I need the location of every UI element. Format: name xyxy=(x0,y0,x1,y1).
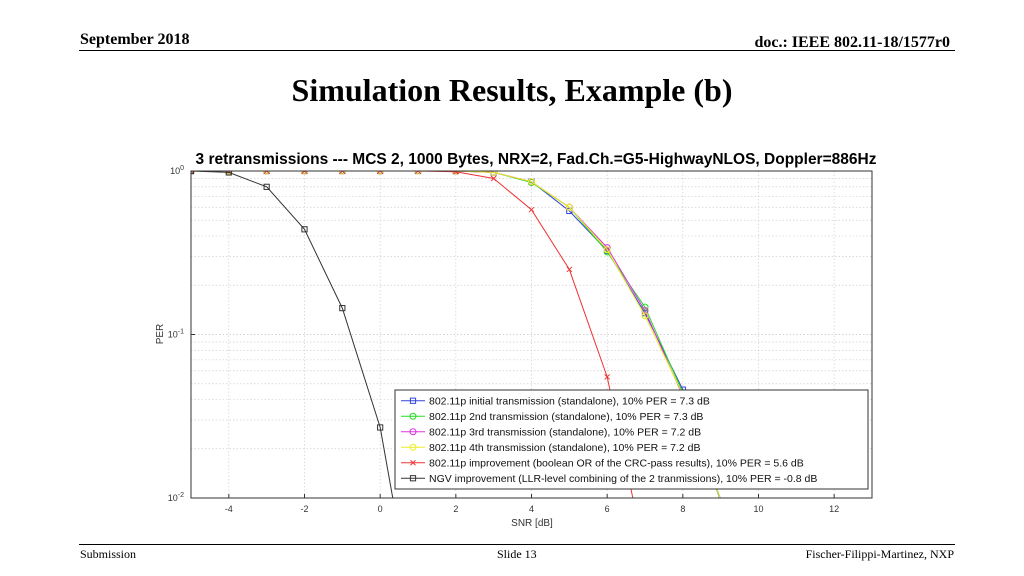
series-5-point xyxy=(566,266,573,273)
footer-divider xyxy=(79,544,955,545)
plot-frame xyxy=(190,170,873,499)
legend-marker xyxy=(410,459,416,466)
legend-marker xyxy=(409,397,417,404)
legend-marker xyxy=(409,443,417,451)
y-tick-label: 100 xyxy=(170,165,184,176)
x-tick-label: 12 xyxy=(829,504,839,514)
x-tick-label: 8 xyxy=(680,504,685,514)
legend-entry: 802.11p 3rd transmission (standalone), 1… xyxy=(429,426,701,438)
series-5-point xyxy=(263,171,270,174)
chart-legend: 802.11p initial transmission (standalone… xyxy=(394,389,869,490)
legend-entry: NGV improvement (LLR-level combining of … xyxy=(429,473,817,485)
series-6-point xyxy=(377,424,384,431)
per-chart: 3 retransmissions --- MCS 2, 1000 Bytes,… xyxy=(155,151,877,529)
chart-title: 3 retransmissions --- MCS 2, 1000 Bytes,… xyxy=(196,151,877,168)
series-5-point xyxy=(490,175,497,182)
series-6-point xyxy=(225,171,232,176)
series-3-line xyxy=(191,171,721,498)
series-4-point xyxy=(301,171,308,175)
series-5-point xyxy=(604,374,611,380)
header-doc-id: doc.: IEEE 802.11-18/1577r0 xyxy=(754,34,950,51)
series-6-point xyxy=(263,183,270,190)
legend-box xyxy=(394,389,869,490)
footer-slide-number: Slide 13 xyxy=(497,547,537,561)
y-tick-label: 10-2 xyxy=(168,492,184,503)
series-4-point xyxy=(565,203,573,211)
header-divider xyxy=(79,50,955,51)
series-4-line xyxy=(191,171,721,498)
series-6-point xyxy=(301,226,308,233)
slide-title: Simulation Results, Example (b) xyxy=(291,72,733,108)
series-4-point xyxy=(263,171,271,175)
series-4-point xyxy=(452,171,460,175)
series-1-line xyxy=(191,171,721,498)
series-5-point xyxy=(415,171,421,174)
series-5 xyxy=(191,171,634,498)
legend-marker xyxy=(409,412,417,420)
x-tick-label: -4 xyxy=(225,504,233,514)
legend-marker xyxy=(409,428,417,436)
legend-entry: 802.11p 4th transmission (standalone), 1… xyxy=(429,442,701,454)
series-6 xyxy=(191,171,394,498)
legend-entry: 802.11p 2nd transmission (standalone), 1… xyxy=(429,411,703,423)
x-tick-label: 6 xyxy=(605,504,610,514)
series-4-point xyxy=(528,178,535,186)
y-tick-label: 10-1 xyxy=(168,329,184,340)
plot-area xyxy=(191,171,721,498)
series-5-point xyxy=(377,171,384,174)
series-5-point xyxy=(339,171,346,174)
x-tick-label: 4 xyxy=(529,504,534,514)
footer-submission: Submission xyxy=(80,547,137,561)
x-axis-label: SNR [dB] xyxy=(511,518,553,529)
x-tick-label: 10 xyxy=(753,504,763,514)
legend-marker xyxy=(409,475,417,482)
series-4-point xyxy=(225,171,233,175)
series-5-point xyxy=(191,171,194,174)
series-6-point xyxy=(339,305,346,312)
y-axis-label: PER xyxy=(155,324,166,345)
series-4-point xyxy=(376,171,384,175)
series-5-point xyxy=(301,171,308,174)
series-5-point xyxy=(528,206,535,213)
x-tick-label: -2 xyxy=(300,504,308,514)
series-4-point xyxy=(414,171,422,175)
legend-entry: 802.11p initial transmission (standalone… xyxy=(429,395,710,407)
x-tick-label: 0 xyxy=(378,504,383,514)
series-4-point xyxy=(641,312,649,320)
x-axis-ticks: -4 -2 0 2 4 6 8 10 12 xyxy=(225,494,839,514)
footer-authors: Fischer-Filippi-Martinez, NXP xyxy=(805,547,954,561)
series-6-line xyxy=(191,171,394,498)
series-5-point xyxy=(452,171,459,175)
header-date: September 2018 xyxy=(80,31,190,48)
series-4-point xyxy=(338,171,346,175)
series-4-point xyxy=(490,171,498,176)
x-tick-label: 2 xyxy=(453,504,458,514)
legend-entry: 802.11p improvement (boolean OR of the C… xyxy=(429,457,804,469)
series-4-point xyxy=(603,246,611,254)
